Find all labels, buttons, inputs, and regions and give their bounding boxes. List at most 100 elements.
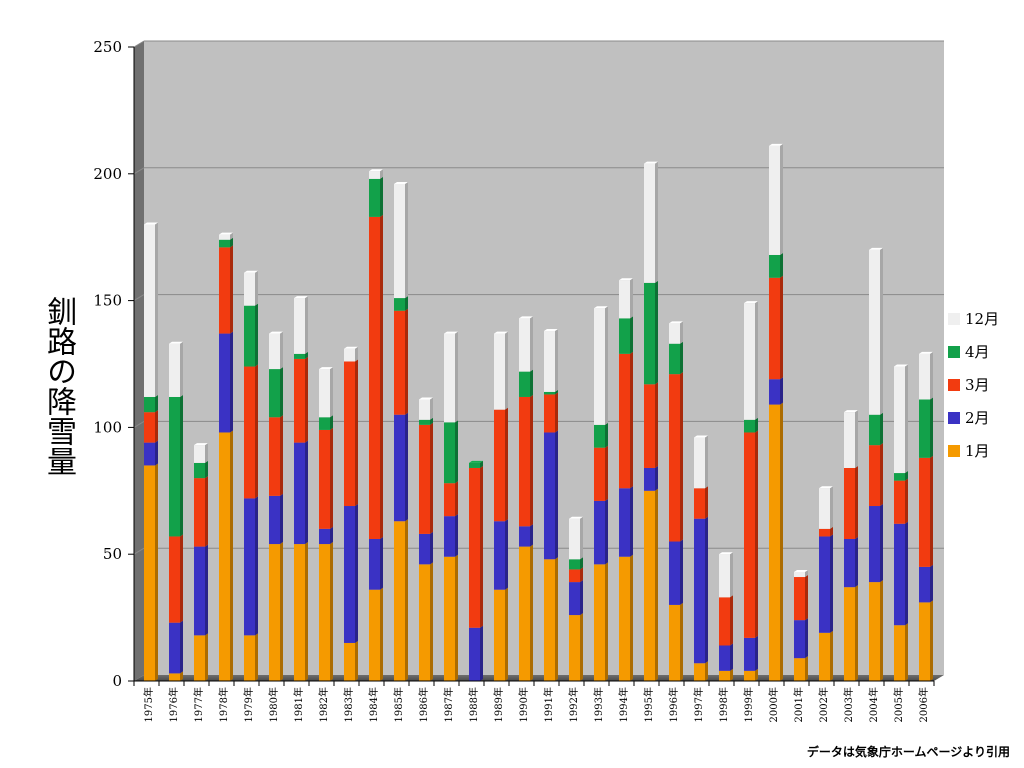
bar-top (369, 169, 383, 172)
bar-segment (869, 412, 883, 446)
bar-side (280, 415, 283, 496)
bar-segment (894, 471, 908, 481)
bar-side (630, 554, 633, 681)
bar-segment (444, 331, 458, 423)
x-tick-label: 1979年 (242, 687, 255, 722)
bar-front (169, 622, 180, 674)
bar-side (455, 554, 458, 681)
bar-front (544, 331, 555, 392)
bar-side (680, 602, 683, 681)
bar-side (855, 410, 858, 468)
bar-side (580, 580, 583, 616)
bar-segment (869, 247, 883, 415)
bar-segment (519, 524, 533, 547)
bar-side (855, 536, 858, 588)
bar-side (405, 519, 408, 681)
bar-front (294, 544, 305, 681)
bar-front (519, 546, 530, 681)
bar-top (394, 181, 408, 184)
bar-segment (544, 430, 558, 560)
legend-label: 12月 (965, 310, 999, 328)
bar-front (669, 541, 680, 605)
bar-front (694, 488, 705, 519)
y-axis-title: 釧路の降雪量 (41, 296, 76, 476)
bar-side (230, 331, 233, 433)
bar-side (505, 407, 508, 522)
bar-segment (369, 176, 383, 217)
bar-side (530, 544, 533, 681)
bar-front (169, 673, 180, 681)
bar-side (805, 569, 808, 578)
bar-segment (519, 544, 533, 681)
bar-segment (594, 445, 608, 501)
bar-segment (444, 554, 458, 681)
bar-front (319, 544, 330, 681)
y-tick-label: 200 (93, 165, 122, 183)
bar-segment (669, 602, 683, 681)
bar-segment (444, 481, 458, 517)
bar-segment (519, 369, 533, 397)
bar-segment (269, 367, 283, 418)
bar-front (244, 305, 255, 367)
bar-segment (719, 552, 733, 598)
x-tick-label: 1978年 (217, 687, 230, 722)
bar-segment (394, 412, 408, 522)
bar-top (744, 301, 758, 304)
bar-front (694, 663, 705, 681)
bar-segment (494, 519, 508, 590)
bar-side (930, 397, 933, 458)
bar-side (180, 534, 183, 623)
bar-segment (569, 516, 583, 560)
bar-side (605, 306, 608, 425)
bar-side (330, 415, 333, 430)
x-tick-label: 1997年 (692, 687, 705, 722)
bar-segment (644, 382, 658, 468)
bar-side (605, 562, 608, 681)
legend-item: 4月 (948, 343, 990, 361)
bar-front (419, 564, 430, 681)
bar-front (519, 318, 530, 372)
bar-segment (769, 402, 783, 681)
bar-side (755, 668, 758, 681)
bar-side (255, 633, 258, 681)
bar-front (419, 399, 430, 420)
bar-front (819, 632, 830, 681)
bar-side (580, 567, 583, 583)
bar-front (644, 490, 655, 681)
bar-front (444, 333, 455, 423)
bar-segment (844, 410, 858, 468)
bar-top (819, 486, 833, 489)
bar-top (569, 516, 583, 519)
bar-front (769, 379, 780, 405)
legend-swatch (948, 346, 960, 358)
bar-segment (169, 534, 183, 623)
bar-side (555, 392, 558, 433)
bar-front (744, 670, 755, 681)
bar-segment (594, 562, 608, 681)
bar-side (755, 430, 758, 638)
bar-front (794, 620, 805, 659)
bar-side (905, 521, 908, 626)
bar-segment (194, 460, 208, 479)
bar-segment (269, 415, 283, 496)
bar-segment (544, 557, 558, 681)
bar-side (880, 412, 883, 446)
legend-item: 1月 (948, 442, 990, 460)
bar-segment (919, 351, 933, 400)
bar-side (380, 176, 383, 217)
bar-front (919, 602, 930, 681)
legend-swatch (948, 412, 960, 424)
legend-label: 2月 (965, 409, 990, 427)
x-tick-label: 1981年 (292, 687, 305, 722)
bar-front (669, 374, 680, 542)
bar-side (305, 351, 308, 359)
bar-front (444, 483, 455, 517)
bar-segment (669, 341, 683, 375)
bar-segment (869, 504, 883, 583)
bar-front (894, 366, 905, 474)
x-tick-label: 1988年 (467, 687, 480, 722)
bar-side (255, 496, 258, 636)
bar-side (805, 575, 808, 621)
bar-top (244, 270, 258, 273)
bar-side (655, 280, 658, 385)
